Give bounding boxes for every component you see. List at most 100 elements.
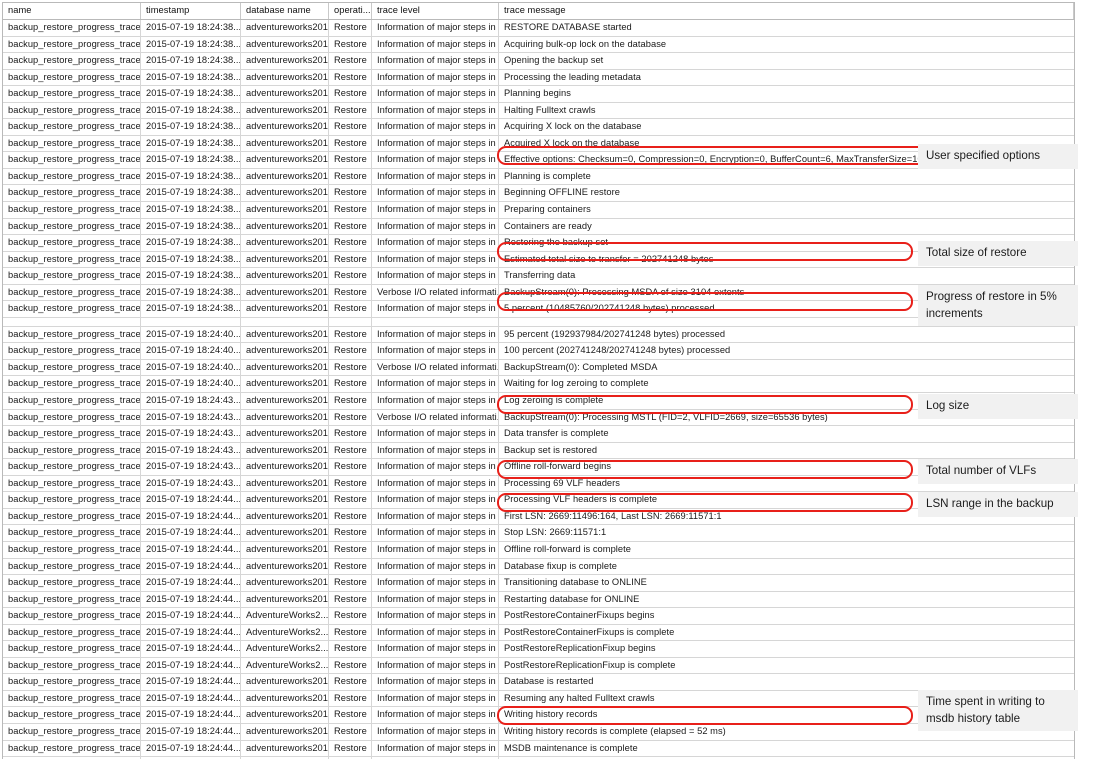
row-cell-timestamp: 2015-07-19 18:24:43....	[141, 459, 241, 475]
row-cell-trace-message: PostRestoreContainerFixups is complete	[504, 626, 675, 637]
annotation-callout: User specified options	[918, 144, 1078, 169]
row-cell-trace-level: Information of major steps in ...	[372, 393, 499, 409]
row-cell-name: backup_restore_progress_trace	[3, 492, 141, 508]
column-header-name[interactable]: name	[3, 3, 141, 19]
row-cell-trace-level: Information of major steps in ...	[372, 343, 499, 359]
row-cell-trace-level: Information of major steps in ...	[372, 541, 499, 558]
row-cell-trace-message: Processing 69 VLF headers	[504, 477, 620, 488]
row-cell-trace-message: BackupStream(0): Processing MSTL (FID=2,…	[504, 411, 828, 422]
column-header-timestamp[interactable]: timestamp	[141, 3, 241, 19]
row-cell-name: backup_restore_progress_trace	[3, 359, 141, 376]
row-cell-timestamp: 2015-07-19 18:24:43....	[141, 442, 241, 459]
row-cell-trace-message: Transitioning database to ONLINE	[504, 577, 647, 588]
row-cell-name: backup_restore_progress_trace	[3, 119, 141, 135]
row-cell-name: backup_restore_progress_trace	[3, 409, 141, 426]
row-cell-database: adventureworks2012	[241, 36, 329, 53]
row-cell-database: adventureworks2012	[241, 185, 329, 202]
row-cell-operation: Restore	[329, 475, 372, 492]
row-cell-name: backup_restore_progress_trace	[3, 284, 141, 301]
row-cell-timestamp: 2015-07-19 18:24:44....	[141, 608, 241, 624]
row-cell-timestamp: 2015-07-19 18:24:40....	[141, 359, 241, 376]
row-cell-trace-level: Information of major steps in ...	[372, 235, 499, 251]
row-cell-timestamp: 2015-07-19 18:24:44....	[141, 508, 241, 525]
row-cell-timestamp: 2015-07-19 18:24:44....	[141, 740, 241, 757]
row-cell-database: adventureworks2012	[241, 343, 329, 359]
row-cell-name: backup_restore_progress_trace	[3, 459, 141, 475]
row-cell-database: adventureworks2012	[241, 674, 329, 690]
row-cell-database: adventureworks2012	[241, 102, 329, 119]
column-header-trace-message[interactable]: trace message	[499, 3, 1074, 19]
row-cell-trace-message: RESTORE DATABASE started	[504, 22, 632, 32]
row-cell-trace-level: Information of major steps in ...	[372, 690, 499, 707]
row-cell-operation: Restore	[329, 641, 372, 657]
row-cell-trace-message: Containers are ready	[504, 220, 592, 231]
row-cell-operation: Restore	[329, 608, 372, 624]
row-cell-name: backup_restore_progress_trace	[3, 152, 141, 168]
row-cell-name: backup_restore_progress_trace	[3, 251, 141, 268]
row-cell-operation: Restore	[329, 393, 372, 409]
row-cell-operation: Restore	[329, 740, 372, 757]
row-cell-trace-message: Processing the leading metadata	[504, 71, 641, 82]
row-cell-timestamp: 2015-07-19 18:24:44....	[141, 690, 241, 707]
row-cell-trace-message: Database is restarted	[504, 676, 594, 687]
row-cell-trace-level: Information of major steps in ...	[372, 86, 499, 102]
row-cell-database: AdventureWorks2...	[241, 641, 329, 657]
column-header-trace-level[interactable]: trace level	[372, 3, 499, 19]
table-row[interactable]: backup_restore_progress_trace2015-07-19 …	[3, 757, 1074, 759]
row-cell-operation: Restore	[329, 657, 372, 674]
annotation-callout: Time spent in writing to msdb history ta…	[918, 690, 1078, 731]
column-header-database-name[interactable]: database name	[241, 3, 329, 19]
column-header-operation[interactable]: operati...	[329, 3, 372, 19]
trace-results-grid[interactable]: name timestamp database name operati... …	[2, 2, 1075, 759]
row-cell-operation: Restore	[329, 168, 372, 185]
row-cell-trace-message: Acquiring bulk-op lock on the database	[504, 38, 667, 49]
annotation-callout: Total size of restore	[918, 241, 1078, 266]
gap-cell	[3, 317, 141, 326]
row-cell-name: backup_restore_progress_trace	[3, 674, 141, 690]
